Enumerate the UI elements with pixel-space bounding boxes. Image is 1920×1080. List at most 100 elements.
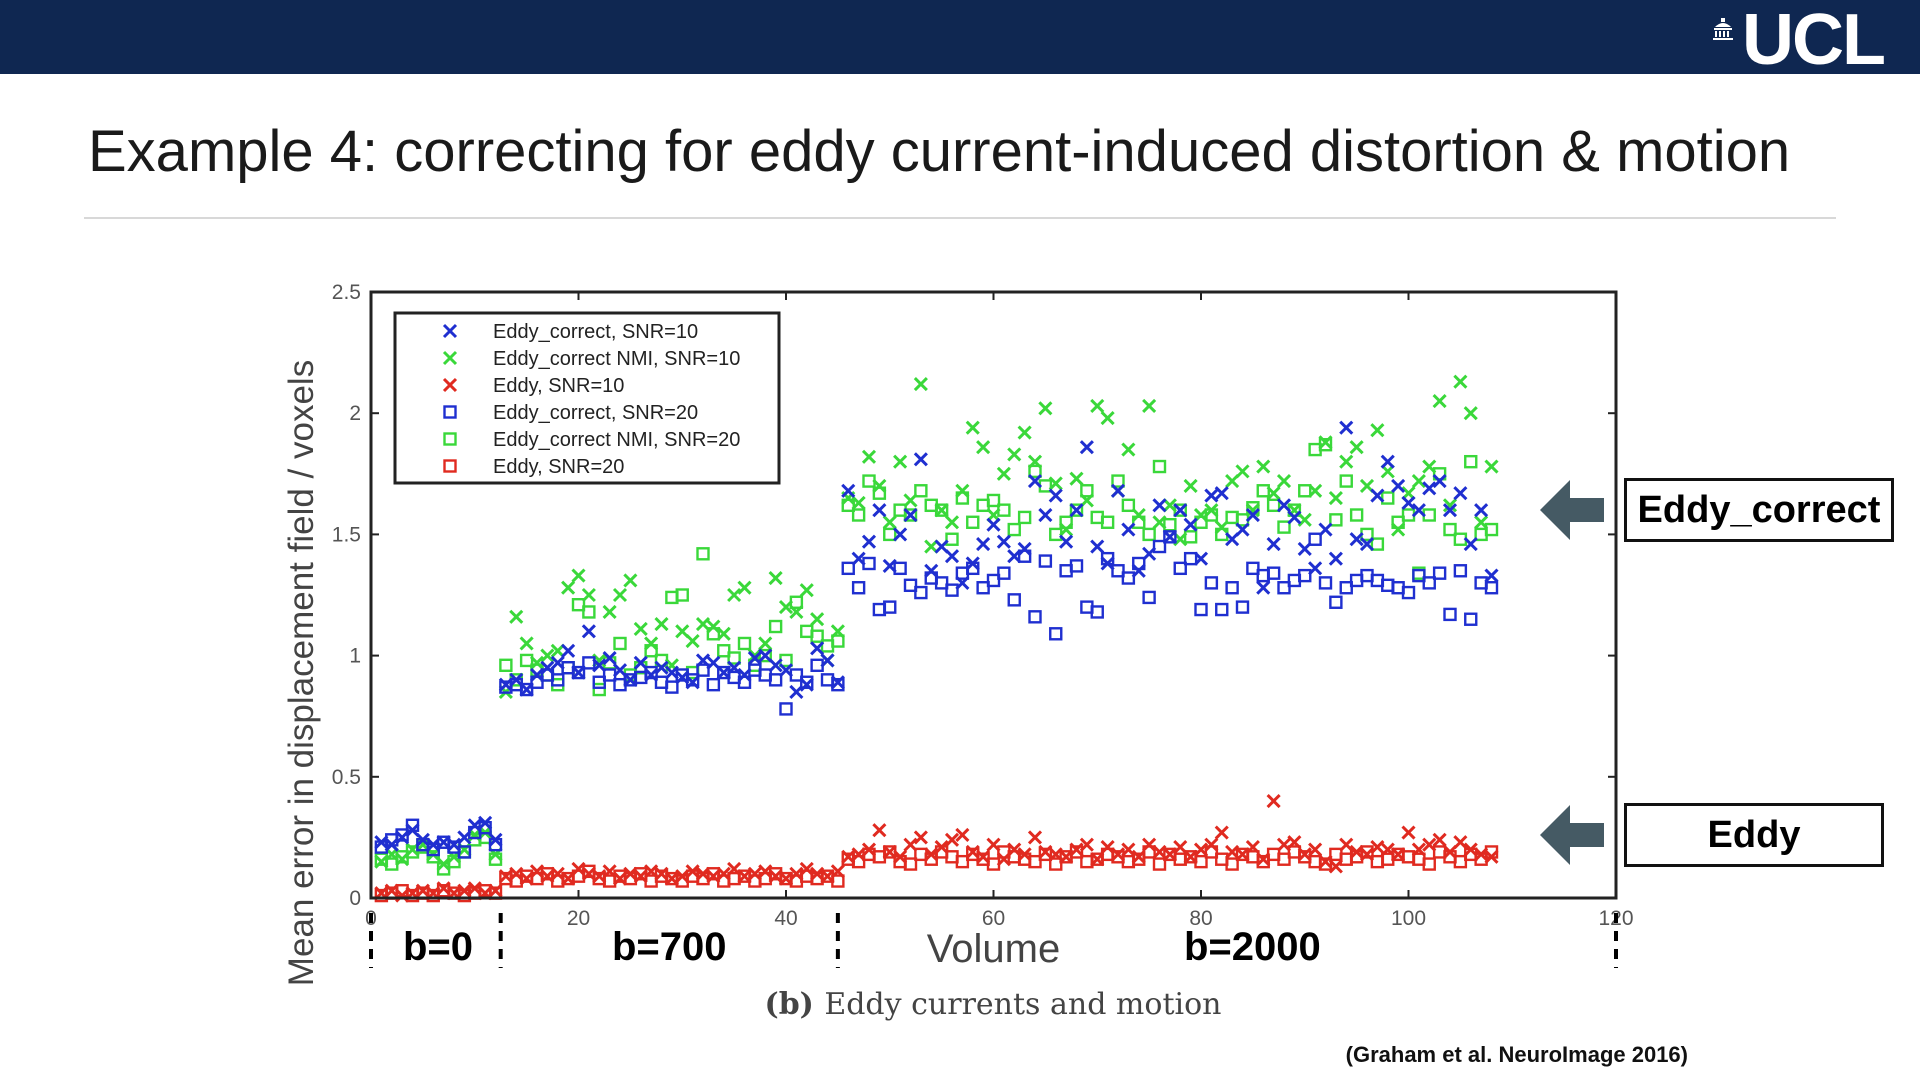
data-point [1110,483,1126,498]
data-point [1298,568,1312,583]
data-point [872,823,887,838]
data-point [499,658,513,672]
data-point [1308,561,1323,576]
data-point [1100,515,1115,529]
data-point [415,832,430,847]
data-point [685,675,700,690]
data-point [778,600,794,615]
data-point [924,847,939,862]
data-point [644,636,659,651]
data-point [1246,561,1260,576]
data-point [861,534,877,549]
data-point [1225,581,1239,595]
data-point [934,576,949,590]
data-point [717,644,731,658]
data-point [1277,852,1291,866]
data-point [778,663,794,678]
data-point [1079,837,1094,852]
data-point [965,420,980,435]
ucl-logo: UCL [1713,4,1886,76]
data-point [1370,840,1385,855]
data-point [727,660,742,675]
legend-label: Eddy_correct NMI, SNR=20 [493,429,740,451]
data-point [1235,847,1250,862]
data-point [571,861,586,876]
data-point [986,493,1001,508]
data-point [893,561,907,576]
data-point [1276,498,1292,513]
data-point [872,503,887,518]
y-axis-label: Mean error in displacement field / voxel… [282,360,321,986]
data-point [1007,549,1022,564]
data-point [1038,554,1053,568]
data-point [1422,576,1436,590]
data-point [1453,486,1468,501]
data-point [1474,515,1489,530]
data-point [903,837,918,852]
data-point [1318,854,1333,869]
data-point [1328,551,1343,566]
data-point [1412,568,1426,583]
data-point [1328,490,1343,506]
data-point [1173,840,1188,855]
data-point [602,864,617,879]
data-point [1349,532,1364,547]
data-point [623,573,638,588]
data-point [955,854,970,869]
caption-label: (b) [765,987,825,1022]
data-point [1235,522,1250,537]
chart-caption: (b) Eddy currents and motion [765,987,1222,1022]
data-point [810,629,824,643]
data-point [581,866,596,881]
data-point [1059,534,1074,549]
data-point [571,568,586,583]
data-point [913,377,928,392]
data-point [1401,585,1416,600]
data-point [1318,857,1333,871]
data-point [415,883,430,898]
data-point [1370,423,1385,438]
data-point [571,665,586,680]
data-point [695,653,711,668]
data-point [633,655,648,670]
data-point [644,864,659,879]
data-point [768,658,783,673]
data-point [498,869,513,884]
data-point [737,580,752,595]
data-point [965,844,980,860]
data-point [1183,849,1198,864]
data-point [966,515,980,529]
data-point [1339,474,1353,488]
data-point [1318,438,1333,452]
data-point [1422,459,1437,474]
data-point [1027,830,1043,845]
data-point [519,682,534,697]
data-point [976,537,991,552]
data-point [1100,410,1115,426]
data-point [613,636,627,651]
data-point [758,648,773,663]
data-point [436,857,451,872]
data-point [1277,520,1291,534]
data-point [1069,503,1084,517]
data-point [1121,571,1136,585]
data-point [509,672,524,687]
callout-eddy: Eddy [1624,803,1884,867]
data-point [675,624,690,639]
data-point [1225,844,1240,860]
data-point [768,673,783,687]
data-point [1183,530,1198,544]
citation: (Graham et al. NeuroImage 2016) [1345,1042,1688,1067]
data-point [1256,580,1271,595]
data-point [1100,556,1115,571]
data-point [1090,852,1105,867]
arrow-left-icon [1540,480,1604,540]
data-point [1204,576,1219,590]
data-point [1308,532,1322,546]
data-point [706,619,721,634]
x-tick-label: 60 [982,907,1005,930]
data-point [685,864,700,879]
data-point [1059,522,1074,537]
data-point [561,871,576,886]
